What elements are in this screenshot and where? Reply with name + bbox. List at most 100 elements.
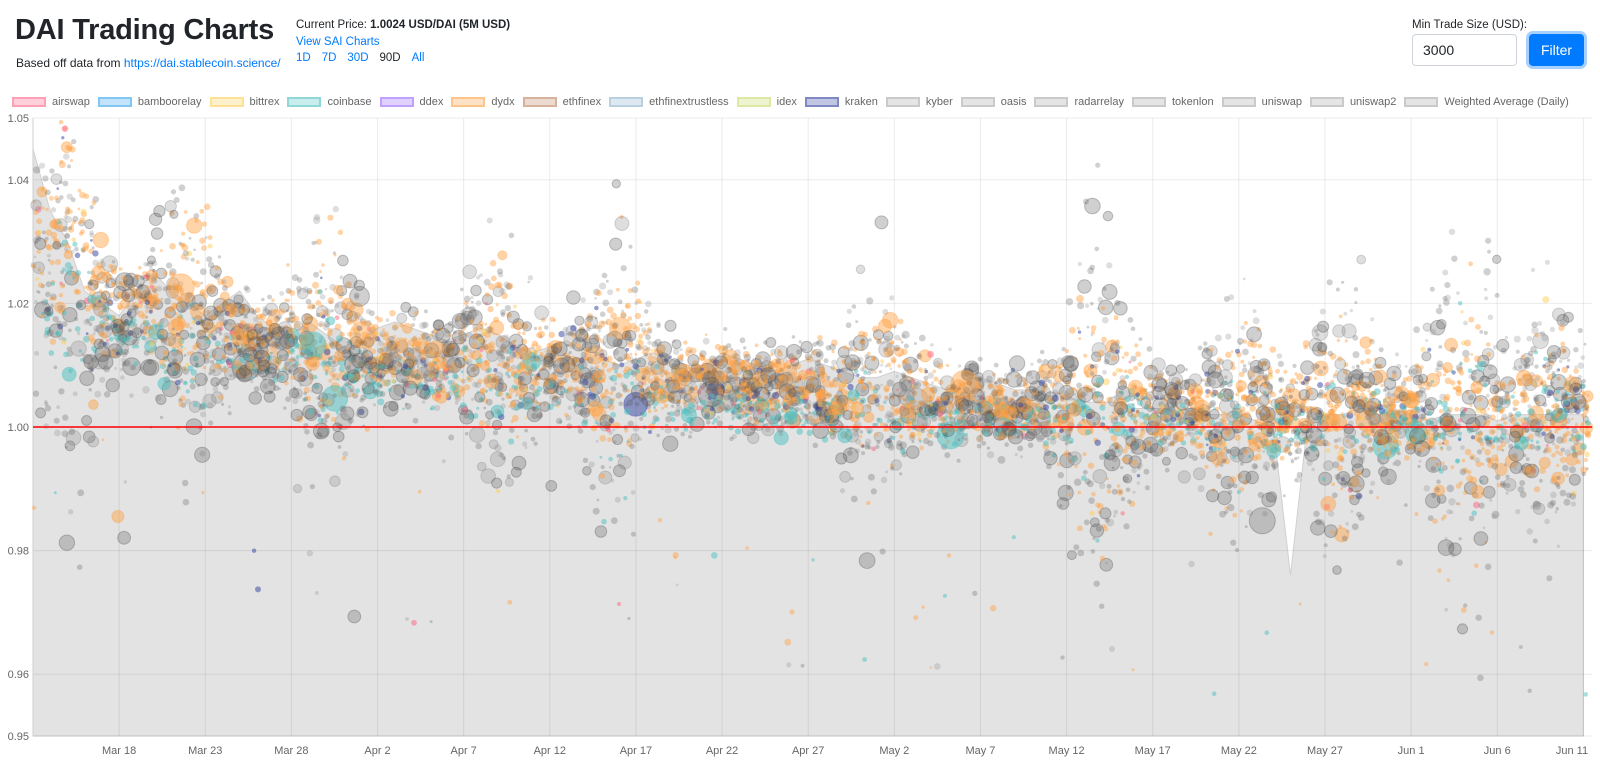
- legend-swatch: [12, 97, 46, 107]
- legend-item-dydx[interactable]: dydx: [451, 96, 515, 108]
- trade-point-dydx: [1069, 326, 1076, 334]
- trade-point-dydx: [1203, 432, 1209, 438]
- filter-button[interactable]: Filter: [1529, 34, 1584, 66]
- legend-item-uniswap2[interactable]: uniswap2: [1309, 96, 1396, 108]
- trade-point-oasis: [379, 391, 386, 397]
- trade-point-oasis: [136, 332, 140, 336]
- trade-point-oasis: [630, 531, 636, 537]
- trade-point-kyber: [831, 359, 837, 366]
- trade-point-kyber: [1487, 314, 1494, 321]
- range-7d[interactable]: 7D: [321, 52, 337, 64]
- trade-point-kyber: [1392, 462, 1396, 466]
- trade-point-bittrex: [709, 410, 715, 416]
- legend-item-radarrelay[interactable]: radarrelay: [1034, 96, 1124, 108]
- trade-point-dydx: [661, 406, 664, 410]
- trade-point-kyber: [469, 426, 486, 443]
- trade-point-kyber: [884, 364, 888, 368]
- legend-item-coinbase[interactable]: coinbase: [287, 96, 372, 108]
- legend-item-bamboorelay[interactable]: bamboorelay: [97, 96, 202, 108]
- source-link[interactable]: https://dai.stablecoin.science/: [123, 56, 281, 70]
- trade-point-dydx: [841, 382, 847, 388]
- trade-point-dydx: [663, 403, 669, 408]
- legend-item-ethfinextrustless[interactable]: ethfinextrustless: [609, 96, 729, 108]
- trade-point-kyber: [1351, 365, 1356, 369]
- legend-item-kyber[interactable]: kyber: [885, 96, 953, 108]
- trade-point-kyber: [1444, 607, 1448, 612]
- trade-point-oasis: [1088, 497, 1095, 505]
- trade-point-kyber: [38, 162, 46, 169]
- trade-point-kyber: [1323, 460, 1334, 471]
- legend-item-weighted-average-daily[interactable]: Weighted Average (Daily): [1404, 96, 1569, 108]
- trade-point-dydx: [318, 323, 323, 328]
- trade-point-dydx: [1139, 429, 1146, 436]
- trade-point-dydx: [754, 361, 760, 367]
- legend-item-uniswap[interactable]: uniswap: [1221, 96, 1302, 108]
- trade-point-kyber: [1191, 425, 1199, 432]
- trade-point-oasis: [150, 227, 164, 240]
- trade-point-coinbase: [1117, 449, 1121, 453]
- legend-item-idex[interactable]: idex: [736, 96, 797, 108]
- trade-point-dydx: [1366, 439, 1371, 444]
- legend-item-tokenlon[interactable]: tokenlon: [1131, 96, 1214, 108]
- trade-point-oasis: [1039, 349, 1045, 355]
- trade-point-dydx: [538, 326, 542, 331]
- trade-point-oasis: [594, 316, 598, 320]
- trade-point-oasis: [1547, 501, 1555, 509]
- trade-point-kyber: [1188, 373, 1203, 387]
- trade-point-kyber: [1560, 423, 1567, 429]
- trade-point-oasis: [1008, 355, 1026, 372]
- view-sai-charts-link[interactable]: View SAI Charts: [296, 36, 380, 48]
- trade-point-oasis: [33, 166, 41, 174]
- trade-point-kyber: [70, 340, 87, 357]
- range-30d[interactable]: 30D: [347, 52, 369, 64]
- trade-point-dydx: [214, 265, 220, 271]
- trade-point-oasis: [81, 415, 93, 426]
- trade-point-dydx: [1239, 487, 1245, 492]
- trade-point-dydx: [163, 270, 168, 276]
- trade-point-oasis: [1569, 466, 1576, 474]
- trade-point-oasis: [1417, 464, 1421, 469]
- trade-point-kyber: [846, 308, 852, 314]
- trade-point-dydx: [874, 336, 878, 340]
- trade-point-kyber: [679, 348, 683, 352]
- trade-point-oasis: [993, 362, 999, 368]
- trade-point-dydx: [1492, 404, 1496, 408]
- trade-point-oasis: [754, 351, 771, 368]
- trade-point-dydx: [1487, 458, 1492, 462]
- trade-point-dydx: [186, 217, 203, 234]
- trade-point-kyber: [948, 347, 952, 352]
- min-trade-size-input[interactable]: [1412, 34, 1517, 66]
- trade-point-kyber: [561, 359, 566, 364]
- trade-point-oasis: [491, 419, 503, 431]
- trade-point-oasis: [162, 286, 168, 292]
- trade-point-oasis: [1099, 603, 1105, 609]
- trade-point-oasis: [1066, 550, 1077, 561]
- trade-point-oasis: [1479, 475, 1489, 485]
- range-1d[interactable]: 1D: [296, 52, 311, 64]
- trade-point-oasis: [1484, 563, 1492, 571]
- range-90d[interactable]: 90D: [379, 52, 401, 64]
- trade-point-oasis: [997, 456, 1006, 464]
- legend-item-kraken[interactable]: kraken: [804, 96, 878, 108]
- trade-point-oasis: [1482, 485, 1496, 499]
- legend-item-ddex[interactable]: ddex: [379, 96, 443, 108]
- trade-point-dydx: [334, 343, 342, 350]
- legend-item-ethfinex[interactable]: ethfinex: [522, 96, 601, 108]
- trade-point-dydx: [1551, 452, 1556, 458]
- legend-item-bittrex[interactable]: bittrex: [209, 96, 279, 108]
- trade-point-kyber: [610, 478, 615, 483]
- trade-point-oasis: [605, 279, 609, 283]
- trade-point-dydx: [1494, 458, 1500, 463]
- trade-point-oasis: [485, 410, 495, 420]
- trade-point-airswap: [730, 401, 736, 406]
- trade-point-oasis: [903, 343, 909, 349]
- trade-point-kyber: [702, 337, 710, 345]
- trade-point-kyber: [396, 312, 408, 324]
- trade-point-kraken: [1235, 348, 1240, 354]
- trade-point-oasis: [1477, 449, 1483, 455]
- trade-point-dydx: [507, 599, 513, 605]
- trade-point-dydx: [41, 206, 45, 210]
- range-all[interactable]: All: [411, 52, 425, 64]
- legend-item-airswap[interactable]: airswap: [12, 96, 90, 108]
- legend-item-oasis[interactable]: oasis: [960, 96, 1026, 108]
